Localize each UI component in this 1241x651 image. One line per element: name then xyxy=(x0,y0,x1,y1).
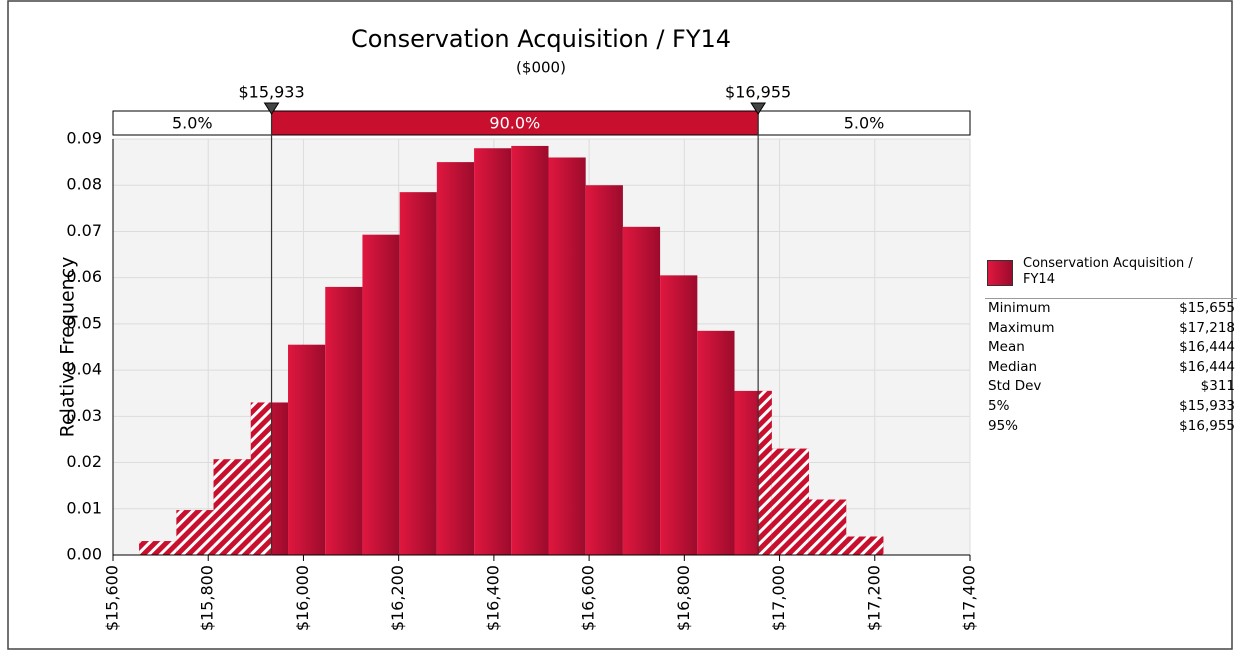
bar xyxy=(511,145,549,555)
bar xyxy=(474,148,512,555)
y-tick-label: 0.04 xyxy=(66,360,102,379)
region-box xyxy=(757,110,971,136)
x-tick-label: $16,400 xyxy=(483,565,502,631)
stats-value: $16,444 xyxy=(1179,339,1235,356)
bar-hatch xyxy=(771,448,809,555)
x-tick-label: $15,800 xyxy=(198,565,217,631)
stats-label: 95% xyxy=(988,417,1019,434)
y-tick-label: 0.03 xyxy=(66,406,102,425)
legend-swatch xyxy=(987,260,1013,286)
stats-row: 95% $16,955 xyxy=(985,417,1237,437)
x-tick-label: $15,600 xyxy=(103,565,122,631)
y-tick-label: 0.06 xyxy=(66,267,102,286)
stats-row: Minimum $15,655 xyxy=(985,299,1237,319)
x-tick-label: $16,000 xyxy=(293,565,312,631)
x-tick-label: $17,200 xyxy=(864,565,883,631)
chart-subtitle: ($000) xyxy=(516,59,566,77)
bar-hatch xyxy=(139,541,177,555)
stats-label: Maximum xyxy=(988,319,1055,336)
y-tick-label: 0.08 xyxy=(66,175,102,194)
y-tick-label: 0.01 xyxy=(66,498,102,517)
x-tick-label: $17,000 xyxy=(769,565,788,631)
bar xyxy=(622,226,661,556)
stats-row: Mean $16,444 xyxy=(985,338,1237,358)
y-tick-label: 0.07 xyxy=(66,221,102,240)
stats-value: $16,955 xyxy=(1179,417,1235,434)
x-tick-label: $16,200 xyxy=(388,565,407,631)
stats-value: $311 xyxy=(1200,378,1235,395)
legend-label: Conservation Acquisition / FY14 xyxy=(1023,256,1193,287)
region-label: 5.0% xyxy=(172,114,213,133)
bar xyxy=(362,234,400,555)
region-label: 5.0% xyxy=(844,114,885,133)
stats-value: $15,655 xyxy=(1179,300,1235,316)
x-tick-label: $16,600 xyxy=(579,565,598,631)
delimiter-handle xyxy=(750,102,767,115)
bar-hatch xyxy=(846,536,884,555)
bar-hatch xyxy=(250,402,272,555)
delimiter-handle xyxy=(263,102,280,115)
stats-label: Median xyxy=(988,358,1038,375)
frame xyxy=(7,0,1233,650)
x-tick-label: $16,800 xyxy=(674,565,693,631)
bar-hatch xyxy=(213,459,251,555)
stats-label: 5% xyxy=(988,397,1010,414)
region-box xyxy=(112,110,273,136)
y-tick-label: 0.05 xyxy=(66,313,102,332)
bar-hatch xyxy=(758,390,772,555)
stats-value: $17,218 xyxy=(1179,319,1235,336)
delimiter-label: $16,955 xyxy=(725,83,791,102)
stats-row: Maximum $17,218 xyxy=(985,319,1237,339)
x-tick-label: $17,400 xyxy=(960,565,979,631)
y-tick-label: 0.09 xyxy=(66,129,102,148)
y-tick-label: 0.02 xyxy=(66,452,102,471)
y-tick-label: 0.00 xyxy=(66,545,102,564)
delimiter-label: $15,933 xyxy=(238,83,304,102)
region-label: 90.0% xyxy=(489,114,540,133)
stats-row: Std Dev $311 xyxy=(985,377,1237,397)
stats-row: 5% $15,933 xyxy=(985,397,1237,417)
bar xyxy=(436,162,475,555)
stats-value: $16,444 xyxy=(1179,358,1235,375)
stats-label: Mean xyxy=(988,339,1025,356)
y-axis-label: Relative Frequency xyxy=(57,257,79,438)
bar xyxy=(399,192,437,555)
chart-title: Conservation Acquisition / FY14 xyxy=(351,25,731,53)
bar xyxy=(697,330,735,555)
bar xyxy=(585,185,623,555)
stats-label: Minimum xyxy=(988,300,1051,316)
bar xyxy=(548,157,586,555)
stats-label: Std Dev xyxy=(988,378,1042,395)
bar xyxy=(325,286,363,555)
bar xyxy=(660,275,698,555)
bar xyxy=(288,344,326,555)
bar-hatch xyxy=(176,510,214,555)
bar-hatch xyxy=(808,499,847,555)
stats-row: Median $16,444 xyxy=(985,358,1237,378)
stats-table: Minimum $15,655 Maximum $17,218 Mean $16,444 M… xyxy=(985,298,1237,436)
stats-value: $15,933 xyxy=(1179,397,1235,414)
